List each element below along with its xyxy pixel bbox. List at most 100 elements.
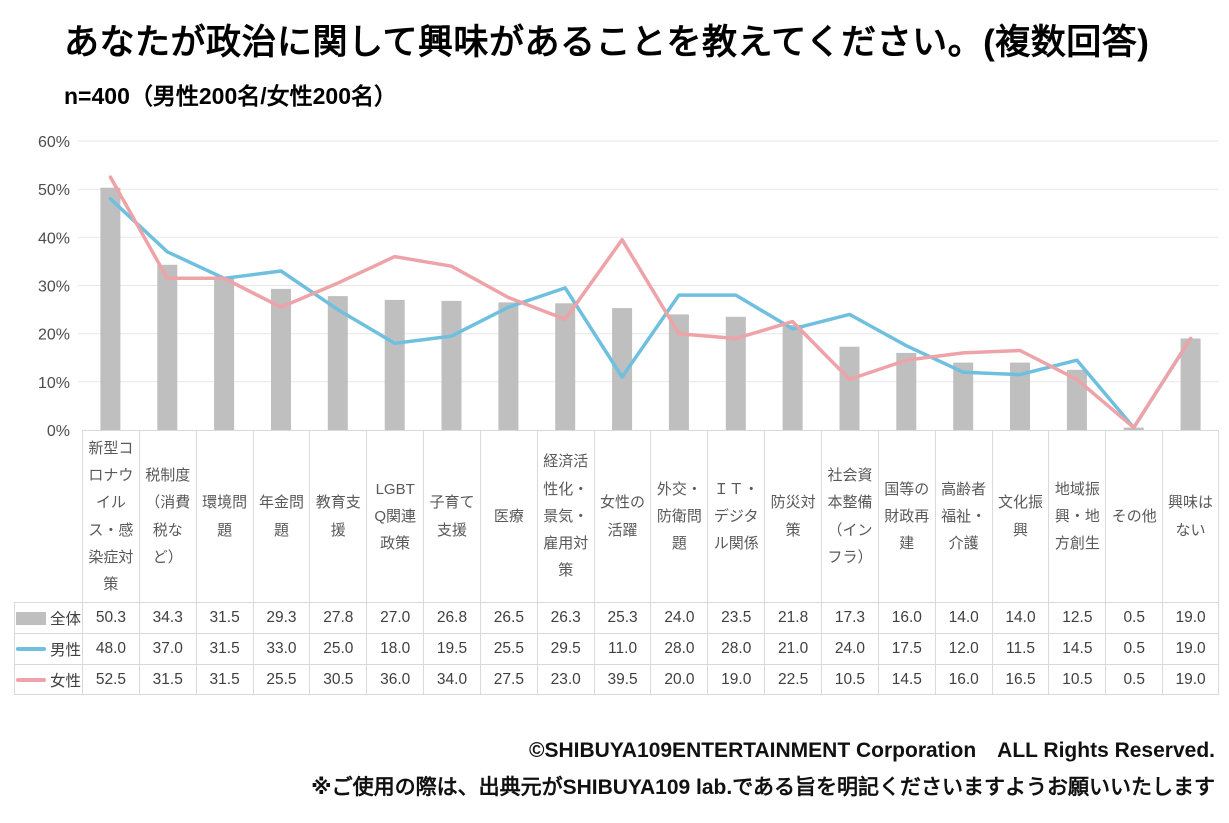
legend-cell: 女性 <box>14 664 82 695</box>
bar <box>271 288 291 430</box>
bar <box>214 278 235 430</box>
bar <box>441 300 462 430</box>
value-cell: 27.5 <box>479 664 537 695</box>
axis-label-spacer <box>14 430 82 602</box>
value-cell: 19.0 <box>1162 602 1219 633</box>
data-table: 新型コロナウイルス・感染症対策 税制度（消費税など） 環境問題 年金問題 教育支援 LGB… <box>14 430 1219 695</box>
value-cell: 19.0 <box>1162 633 1219 664</box>
y-axis-tick-label: 20% <box>38 327 70 344</box>
value-cell: 29.5 <box>536 633 594 664</box>
value-cell: 52.5 <box>82 664 139 695</box>
value-cell: 48.0 <box>82 633 139 664</box>
bar <box>839 346 860 430</box>
value-cell: 22.5 <box>764 664 822 695</box>
value-cell: 16.0 <box>877 602 935 633</box>
category-header-cell: 年金問題 <box>252 430 310 602</box>
legend-swatch-bar <box>15 611 46 625</box>
chart-title: あなたが政治に関して興味があることを教えてください。(複数回答) <box>64 23 1150 62</box>
value-cell: 21.0 <box>764 633 822 664</box>
bar <box>725 316 746 430</box>
bar <box>896 352 917 430</box>
bar <box>612 308 633 430</box>
category-header-cell: 女性の活躍 <box>593 430 651 602</box>
value-cell: 19.5 <box>423 633 480 664</box>
line-series <box>108 197 1193 430</box>
bar <box>327 296 348 430</box>
usage-note: ※ご使用の際は、出典元がSHIBUYA109 lab.である旨を明記くださいます… <box>311 776 1215 799</box>
value-cell: 14.0 <box>991 602 1049 633</box>
value-cell: 25.0 <box>309 633 367 664</box>
value-cell: 21.8 <box>764 602 822 633</box>
value-cell: 31.5 <box>195 602 253 633</box>
combo-chart: 0% 10% 20% 30% 40% 50% 60% <box>38 134 1219 440</box>
value-cell: 31.5 <box>138 664 196 695</box>
legend-swatch-line <box>15 677 46 682</box>
bar <box>157 264 178 430</box>
bar <box>668 314 689 430</box>
value-cell: 23.0 <box>536 664 594 695</box>
value-cell: 29.3 <box>252 602 310 633</box>
category-header-cell: ＩＴ・デジタル関係 <box>707 430 765 602</box>
value-cell: 14.0 <box>934 602 992 633</box>
y-axis-tick-label: 60% <box>38 134 70 151</box>
value-cell: 26.8 <box>423 602 480 633</box>
value-cell: 34.0 <box>423 664 480 695</box>
value-cell: 25.3 <box>593 602 651 633</box>
value-cell: 28.0 <box>707 633 765 664</box>
value-cell: 0.5 <box>1105 602 1163 633</box>
value-cell: 10.5 <box>1048 664 1106 695</box>
value-cell: 23.5 <box>707 602 765 633</box>
category-header-cell: 国等の財政再建 <box>877 430 935 602</box>
line-series <box>108 175 1193 430</box>
value-cell: 12.0 <box>934 633 992 664</box>
value-cell: 16.0 <box>934 664 992 695</box>
y-axis-tick-label: 40% <box>38 230 70 247</box>
bar <box>384 299 405 430</box>
value-cell: 36.0 <box>366 664 424 695</box>
value-cell: 14.5 <box>1048 633 1106 664</box>
value-cell: 33.0 <box>252 633 310 664</box>
value-cell: 28.0 <box>650 633 708 664</box>
value-cell: 18.0 <box>366 633 424 664</box>
category-header-cell: 環境問題 <box>195 430 253 602</box>
bar <box>498 302 519 430</box>
bar <box>1010 362 1030 430</box>
category-header-cell: 高齢者福祉・介護 <box>934 430 992 602</box>
value-cell: 17.5 <box>877 633 935 664</box>
value-cell: 14.5 <box>877 664 935 695</box>
value-cell: 34.3 <box>138 602 196 633</box>
series-name: 女性 <box>49 672 81 690</box>
category-header-cell: 医療 <box>479 430 537 602</box>
value-cell: 17.3 <box>821 602 878 633</box>
value-cell: 27.8 <box>309 602 367 633</box>
category-header-cell: 税制度（消費税など） <box>138 430 196 602</box>
category-header-cell: 外交・防衛問題 <box>650 430 708 602</box>
category-header-cell: 文化振興 <box>991 430 1049 602</box>
category-header-cell: 新型コロナウイルス・感染症対策 <box>82 430 139 602</box>
value-cell: 24.0 <box>650 602 708 633</box>
bar <box>782 325 803 430</box>
value-cell: 19.0 <box>707 664 765 695</box>
legend-cell: 男性 <box>14 633 82 664</box>
value-cell: 39.5 <box>593 664 651 695</box>
value-cell: 0.5 <box>1105 633 1163 664</box>
value-cell: 27.0 <box>366 602 424 633</box>
value-cell: 50.3 <box>82 602 139 633</box>
bar <box>100 187 121 430</box>
value-cell: 19.0 <box>1162 664 1219 695</box>
value-cell: 26.5 <box>479 602 537 633</box>
value-cell: 31.5 <box>195 664 253 695</box>
value-cell: 31.5 <box>195 633 253 664</box>
legend-swatch-line <box>15 647 46 651</box>
category-header-cell: 地域振興・地方創生 <box>1048 430 1106 602</box>
legend-cell: 全体 <box>14 602 82 633</box>
value-cell: 37.0 <box>138 633 196 664</box>
value-cell: 24.0 <box>821 633 878 664</box>
category-header-cell: 子育て支援 <box>423 430 480 602</box>
category-header-cell: 防災対策 <box>764 430 822 602</box>
bar <box>555 303 576 430</box>
y-axis-tick-label: 50% <box>38 182 70 199</box>
y-axis-tick-label: 10% <box>38 375 70 392</box>
value-cell: 26.3 <box>536 602 594 633</box>
